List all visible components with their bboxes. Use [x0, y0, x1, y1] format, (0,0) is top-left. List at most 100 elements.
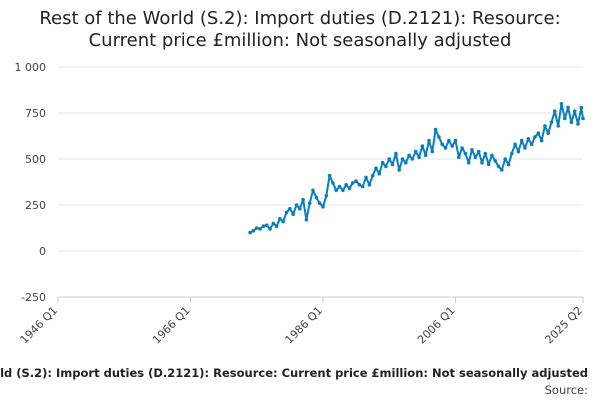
data-point-25 — [331, 181, 335, 185]
data-point-76 — [500, 168, 504, 172]
data-point-9 — [278, 217, 282, 221]
data-point-47 — [404, 160, 408, 165]
data-point-82 — [519, 138, 524, 143]
data-point-93 — [556, 124, 560, 128]
data-point-19 — [311, 188, 315, 193]
data-point-90 — [546, 131, 550, 135]
data-point-4 — [261, 224, 266, 228]
y-tick-label-2: 500 — [25, 153, 46, 166]
data-point-3 — [258, 227, 262, 231]
data-point-74 — [493, 159, 498, 163]
data-point-10 — [281, 219, 286, 224]
data-point-53 — [423, 153, 428, 158]
data-point-97 — [569, 120, 574, 124]
footer-source-label: Source: — [545, 383, 588, 397]
data-point-79 — [510, 151, 514, 156]
data-point-55 — [430, 149, 435, 154]
data-point-94 — [559, 102, 564, 106]
data-point-87 — [536, 131, 541, 135]
data-point-1 — [251, 229, 256, 233]
x-tick-label-3: 2006 Q1 — [415, 304, 458, 347]
x-axis-ticks: 1946 Q1 1966 Q1 1986 Q1 2006 Q1 2025 Q2 — [18, 297, 586, 347]
data-point-68 — [473, 155, 478, 159]
data-point-72 — [486, 162, 491, 167]
data-point-101 — [581, 116, 585, 121]
data-point-64 — [460, 146, 464, 150]
data-point-41 — [384, 164, 388, 169]
chart-title: Rest of the World (S.2): Import duties (… — [39, 8, 560, 51]
data-point-31 — [351, 181, 355, 185]
data-point-44 — [394, 151, 398, 156]
data-point-30 — [347, 186, 352, 191]
data-point-86 — [533, 135, 537, 139]
data-point-81 — [516, 149, 521, 154]
data-point-100 — [579, 105, 584, 110]
data-point-15 — [298, 206, 302, 211]
data-point-8 — [274, 224, 279, 228]
data-point-24 — [327, 173, 332, 178]
data-point-28 — [341, 188, 345, 193]
data-point-42 — [387, 157, 392, 161]
data-point-95 — [563, 116, 567, 121]
data-point-29 — [344, 183, 349, 187]
data-point-61 — [450, 144, 455, 148]
chart-title-line-1: Rest of the World (S.2): Import duties (… — [39, 8, 560, 29]
data-point-50 — [413, 149, 418, 154]
data-point-5 — [264, 223, 269, 227]
data-point-40 — [380, 160, 385, 165]
data-point-35 — [364, 175, 368, 180]
data-point-80 — [513, 142, 517, 147]
data-point-18 — [307, 201, 312, 205]
data-point-84 — [526, 137, 531, 141]
data-point-71 — [483, 151, 488, 156]
data-point-2 — [254, 226, 259, 230]
data-point-67 — [470, 148, 474, 152]
data-point-16 — [301, 197, 305, 202]
data-point-17 — [304, 217, 309, 222]
data-point-45 — [397, 168, 402, 172]
footer-title: Rest of the World (S.2): Import duties (… — [0, 366, 588, 380]
data-point-69 — [476, 149, 481, 154]
data-point-11 — [284, 210, 289, 215]
data-point-59 — [443, 146, 448, 150]
data-point-34 — [360, 184, 365, 189]
x-tick-label-1: 1966 Q1 — [150, 304, 193, 347]
data-point-83 — [523, 146, 527, 150]
series-line — [249, 102, 584, 234]
data-point-92 — [553, 109, 557, 113]
data-point-0 — [248, 230, 252, 235]
y-tick-label-0: 1 000 — [15, 61, 47, 74]
data-point-58 — [440, 142, 445, 147]
y-tick-label-1: 750 — [25, 107, 46, 120]
data-point-75 — [496, 164, 501, 169]
data-point-96 — [566, 105, 570, 110]
data-point-32 — [354, 179, 358, 183]
chart-title-line-2: Current price £million: Not seasonally a… — [89, 30, 512, 51]
data-point-39 — [377, 171, 382, 176]
data-point-43 — [390, 162, 395, 167]
data-point-88 — [539, 138, 544, 143]
data-point-6 — [268, 227, 272, 231]
data-point-91 — [549, 120, 554, 124]
series-points — [248, 102, 585, 235]
data-point-52 — [420, 144, 425, 148]
data-point-73 — [490, 153, 494, 158]
data-point-22 — [321, 205, 325, 209]
data-point-77 — [503, 157, 508, 161]
data-point-66 — [466, 160, 471, 165]
data-point-20 — [314, 195, 319, 200]
data-point-33 — [357, 183, 362, 187]
data-point-48 — [407, 153, 411, 158]
data-point-70 — [480, 160, 484, 165]
data-point-13 — [291, 212, 296, 216]
data-point-38 — [374, 166, 378, 170]
y-axis-tick-labels: 1 000 750 500 250 0 -250 — [15, 61, 47, 304]
data-point-37 — [370, 173, 375, 178]
data-point-99 — [576, 122, 580, 126]
data-point-23 — [324, 194, 329, 198]
data-point-14 — [294, 203, 299, 207]
data-point-12 — [288, 206, 292, 211]
x-tick-label-4: 2025 Q2 — [543, 304, 586, 347]
data-point-51 — [417, 155, 421, 159]
